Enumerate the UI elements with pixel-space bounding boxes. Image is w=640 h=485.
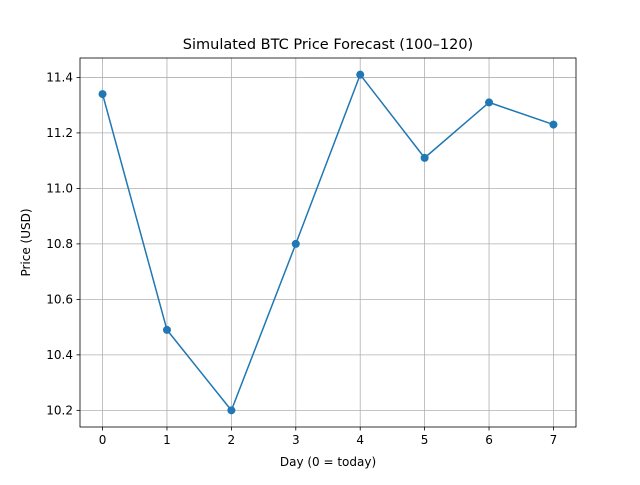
y-tick-label: 10.8 xyxy=(46,237,73,251)
x-tick-label: 7 xyxy=(550,433,558,447)
y-axis-label: Price (USD) xyxy=(19,208,33,276)
data-point xyxy=(356,70,365,79)
y-tick-label: 11.2 xyxy=(46,126,73,140)
x-tick-label: 4 xyxy=(356,433,364,447)
series-line xyxy=(101,73,554,412)
x-tick-label: 2 xyxy=(228,433,236,447)
x-tick-label: 1 xyxy=(163,433,171,447)
y-tick-label: 10.4 xyxy=(46,348,73,362)
plot-area-frame xyxy=(79,57,577,428)
data-point xyxy=(227,406,236,415)
data-point xyxy=(549,120,558,129)
x-tick-label: 6 xyxy=(485,433,493,447)
y-tick-label: 11.4 xyxy=(46,71,73,85)
data-point xyxy=(162,325,171,334)
x-tick-label: 5 xyxy=(421,433,429,447)
y-tick-label: 10.6 xyxy=(46,293,73,307)
data-point xyxy=(485,98,494,107)
data-point xyxy=(98,90,107,99)
y-tick-label: 11.0 xyxy=(46,182,73,196)
grid-lines xyxy=(80,58,576,427)
x-tick-label: 0 xyxy=(99,433,107,447)
data-point xyxy=(420,153,429,162)
chart-title: Simulated BTC Price Forecast (100–120) xyxy=(183,37,473,53)
y-tick-label: 10.2 xyxy=(46,404,73,418)
x-axis-label: Day (0 = today) xyxy=(280,455,376,469)
axis-ticks: 0 1 2 3 4 5 6 7 10.2 10.4 10.6 10.8 11.0 11.2 11.4 xyxy=(46,71,557,447)
data-point xyxy=(291,239,300,248)
x-tick-label: 3 xyxy=(292,433,300,447)
series-layer xyxy=(98,70,558,415)
